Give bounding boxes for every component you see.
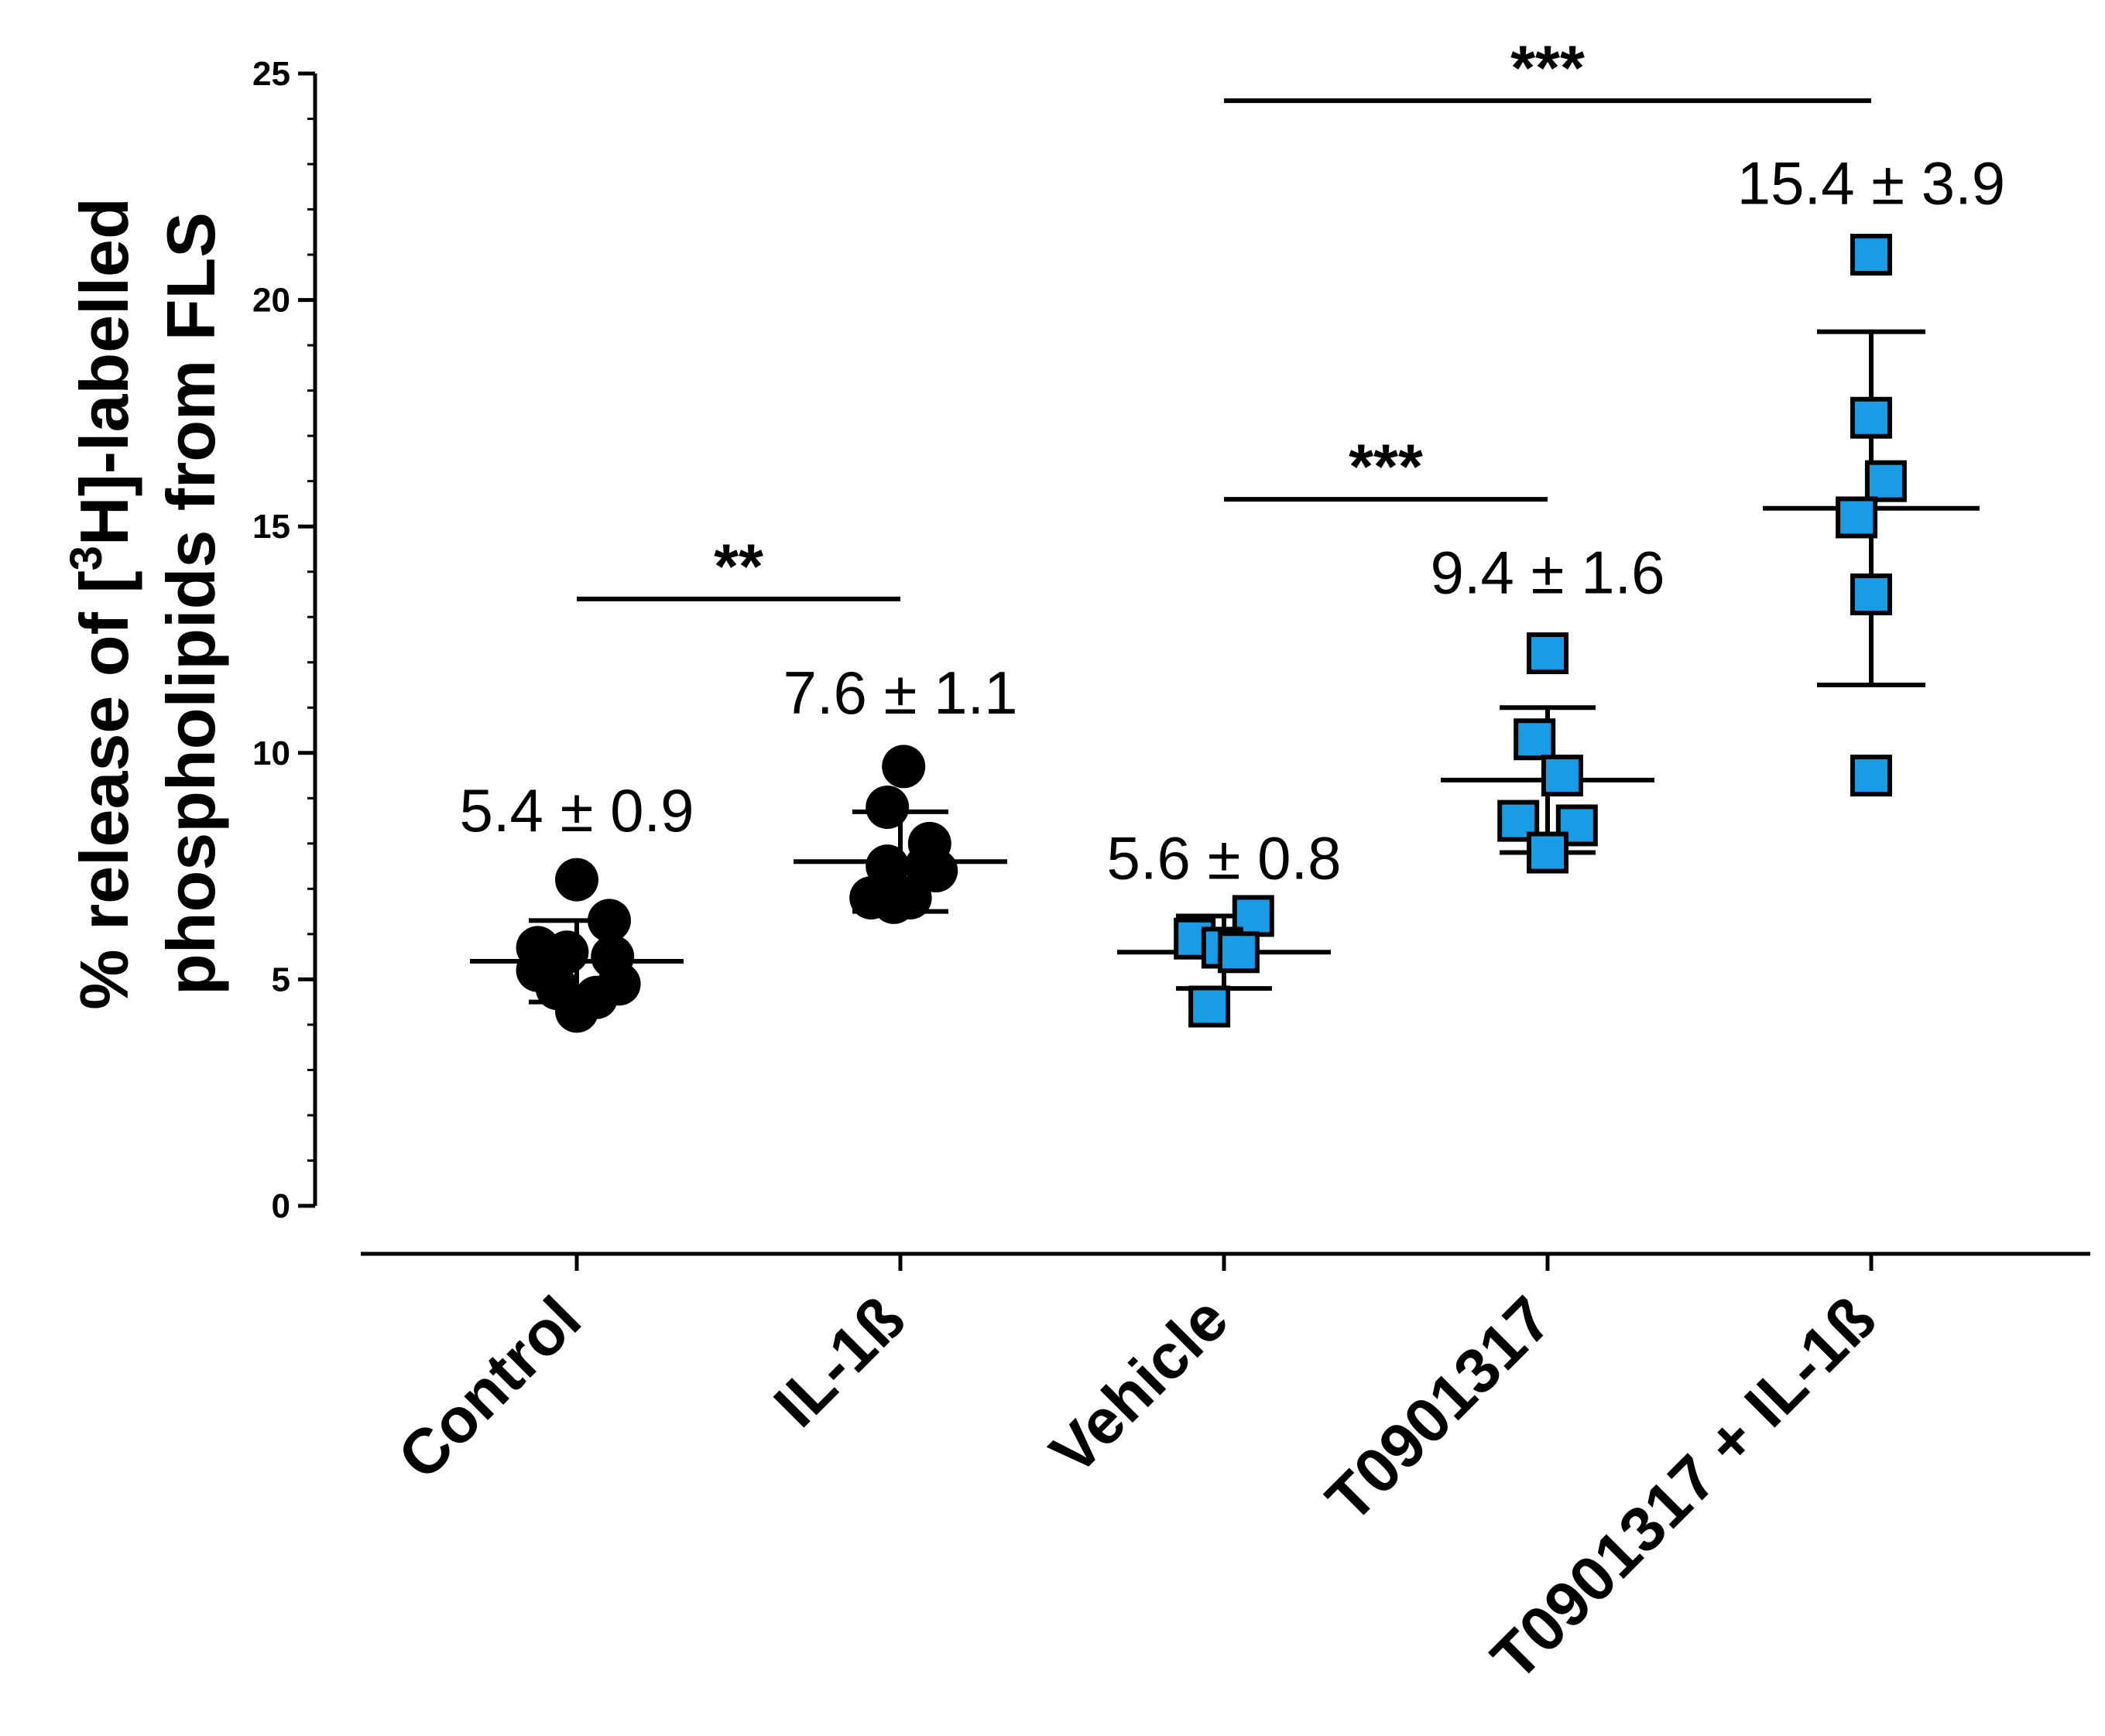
data-point-circle — [588, 899, 631, 943]
y-tick-label: 5 — [272, 960, 290, 998]
significance-label: ** — [714, 532, 763, 602]
y-tick-label: 25 — [252, 55, 290, 93]
y-ticks: 0 5 10 15 20 25 — [252, 55, 315, 1225]
y-axis-title-prefix: % release of [ — [66, 570, 142, 1009]
mean-sd-label: 5.4 ± 0.9 — [459, 776, 694, 844]
data-point-circle — [866, 786, 910, 830]
data-point-square — [1850, 396, 1892, 439]
mean-sd-label: 5.6 ± 0.8 — [1106, 823, 1341, 892]
data-point-circle — [888, 876, 932, 920]
data-point-square — [1217, 931, 1260, 974]
x-tick-label: Control — [385, 1283, 594, 1492]
y-tick-label: 15 — [252, 508, 290, 546]
data-points — [516, 234, 1907, 1033]
y-axis-title: % release of [3H]-labelled phospholipids… — [61, 197, 229, 1009]
y-tick-label: 10 — [252, 734, 290, 772]
mean-labels: 5.4 ± 0.9 7.6 ± 1.1 5.6 ± 0.8 9.4 ± 1.6 15.4… — [459, 149, 2005, 892]
data-point-square — [1864, 460, 1907, 502]
y-axis-title-line2: phospholipids from FLS — [153, 212, 229, 995]
data-point-square — [1527, 831, 1568, 874]
x-tick-label: T0901317 — [1313, 1283, 1565, 1536]
data-point-square — [1188, 985, 1231, 1028]
significance-label: *** — [1349, 432, 1423, 502]
data-point-square — [1527, 632, 1568, 675]
y-tick-label: 20 — [252, 282, 290, 320]
data-point-circle — [555, 858, 598, 902]
data-point-square — [1850, 573, 1892, 615]
x-tick-label: IL-1ß — [761, 1283, 918, 1440]
significance-label: *** — [1510, 33, 1585, 104]
data-point-circle — [882, 745, 926, 789]
x-tick-label: Vehicle — [1037, 1283, 1242, 1488]
mean-sd-label: 15.4 ± 3.9 — [1737, 149, 2005, 217]
y-axis-title-superscript: 3 — [61, 546, 111, 570]
data-point-circle — [555, 989, 598, 1033]
mean-sd-label: 9.4 ± 1.6 — [1430, 539, 1664, 607]
data-point-square — [1514, 718, 1556, 761]
data-point-square — [1541, 755, 1583, 797]
data-point-square — [1850, 234, 1892, 276]
group-statistics — [470, 329, 1980, 1005]
data-point-square — [1850, 755, 1892, 797]
mean-sd-label: 7.6 ± 1.1 — [783, 659, 1017, 727]
y-axis-title-line1: % release of [3H]-labelled — [61, 197, 142, 1009]
significance-bars: ******** — [577, 33, 1871, 602]
y-axis-title-suffix: H]-labelled — [66, 197, 142, 546]
data-point-circle — [914, 848, 958, 892]
y-tick-label: 0 — [272, 1187, 290, 1225]
data-point-square — [1836, 496, 1878, 539]
